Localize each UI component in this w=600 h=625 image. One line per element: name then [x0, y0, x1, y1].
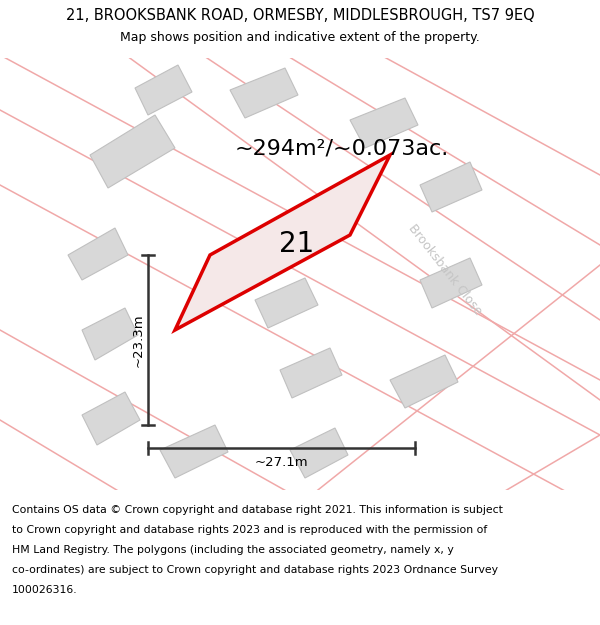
- Text: 21: 21: [278, 230, 314, 258]
- Polygon shape: [68, 228, 128, 280]
- Polygon shape: [420, 258, 482, 308]
- Polygon shape: [230, 68, 298, 118]
- Polygon shape: [255, 278, 318, 328]
- Text: ~294m²/~0.073ac.: ~294m²/~0.073ac.: [235, 138, 449, 158]
- Text: HM Land Registry. The polygons (including the associated geometry, namely x, y: HM Land Registry. The polygons (includin…: [12, 545, 454, 555]
- Polygon shape: [175, 155, 390, 330]
- Bar: [0, 490, 600, 625]
- Text: to Crown copyright and database rights 2023 and is reproduced with the permissio: to Crown copyright and database rights 2…: [12, 525, 487, 535]
- Polygon shape: [350, 98, 418, 148]
- Polygon shape: [390, 355, 458, 408]
- Polygon shape: [82, 392, 140, 445]
- Text: ~23.3m: ~23.3m: [131, 313, 145, 367]
- Text: co-ordinates) are subject to Crown copyright and database rights 2023 Ordnance S: co-ordinates) are subject to Crown copyr…: [12, 565, 498, 575]
- Text: Map shows position and indicative extent of the property.: Map shows position and indicative extent…: [120, 31, 480, 44]
- Text: 100026316.: 100026316.: [12, 585, 77, 595]
- Polygon shape: [420, 162, 482, 212]
- Polygon shape: [90, 115, 175, 188]
- Polygon shape: [290, 428, 348, 478]
- Text: Contains OS data © Crown copyright and database right 2021. This information is : Contains OS data © Crown copyright and d…: [12, 505, 503, 515]
- Text: ~27.1m: ~27.1m: [254, 456, 308, 469]
- Polygon shape: [82, 308, 138, 360]
- Text: 21, BROOKSBANK ROAD, ORMESBY, MIDDLESBROUGH, TS7 9EQ: 21, BROOKSBANK ROAD, ORMESBY, MIDDLESBRO…: [65, 8, 535, 22]
- Text: Brooksbank Close: Brooksbank Close: [406, 222, 484, 318]
- Polygon shape: [160, 425, 228, 478]
- Polygon shape: [280, 348, 342, 398]
- Polygon shape: [135, 65, 192, 115]
- Bar: [0, 0, 600, 58]
